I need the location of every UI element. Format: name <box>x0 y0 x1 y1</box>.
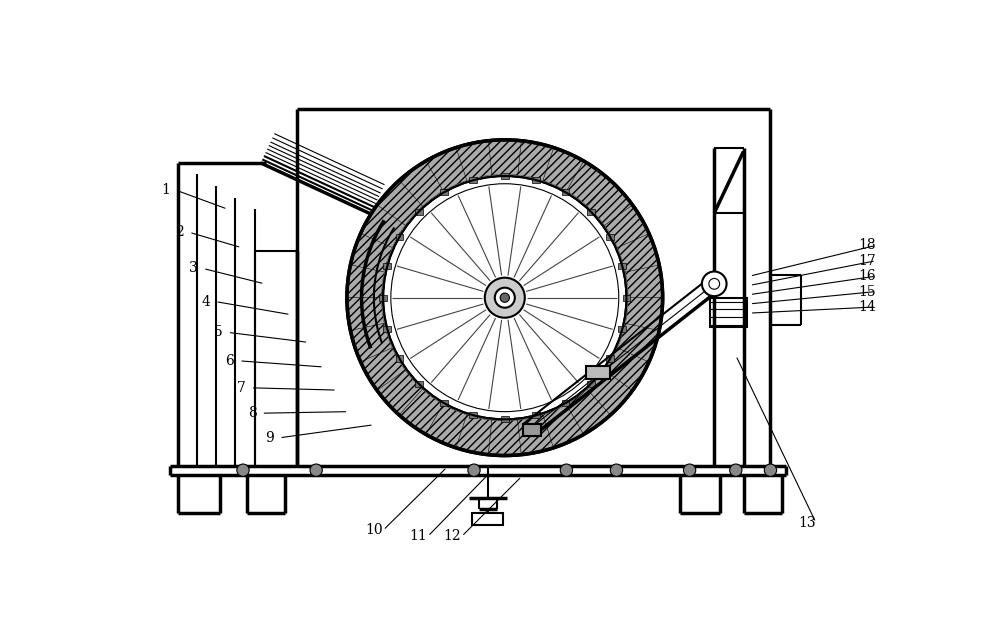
Wedge shape <box>488 420 521 454</box>
Bar <box>587 381 595 387</box>
Text: 6: 6 <box>226 354 234 368</box>
Bar <box>469 412 477 418</box>
Wedge shape <box>587 182 631 225</box>
Wedge shape <box>378 182 422 225</box>
Bar <box>383 326 391 332</box>
Wedge shape <box>617 234 658 272</box>
Wedge shape <box>617 323 658 361</box>
Text: 13: 13 <box>798 516 815 529</box>
Circle shape <box>764 464 777 476</box>
Circle shape <box>383 176 626 419</box>
Circle shape <box>709 278 720 289</box>
Circle shape <box>485 278 525 317</box>
Text: 18: 18 <box>858 238 876 252</box>
Circle shape <box>610 464 623 476</box>
Bar <box>562 400 569 406</box>
Wedge shape <box>400 389 443 433</box>
Bar <box>440 400 448 406</box>
Wedge shape <box>348 265 384 298</box>
Text: 16: 16 <box>858 269 876 283</box>
Wedge shape <box>488 141 521 175</box>
Circle shape <box>310 464 322 476</box>
Bar <box>523 424 541 436</box>
Bar <box>501 416 509 422</box>
Bar <box>618 326 626 332</box>
Wedge shape <box>378 370 422 414</box>
Wedge shape <box>352 323 392 361</box>
Text: 2: 2 <box>175 225 184 239</box>
Wedge shape <box>456 142 492 180</box>
Bar <box>501 173 509 179</box>
Bar <box>415 208 423 215</box>
Text: 5: 5 <box>214 326 223 339</box>
Bar <box>532 177 540 184</box>
Wedge shape <box>362 206 405 247</box>
Bar <box>383 263 391 269</box>
Circle shape <box>343 136 666 459</box>
Wedge shape <box>566 389 609 433</box>
Bar <box>379 294 387 301</box>
Circle shape <box>702 272 727 296</box>
Bar <box>618 263 626 269</box>
Text: 1: 1 <box>162 183 170 197</box>
Bar <box>606 234 614 240</box>
Bar <box>440 189 448 195</box>
Wedge shape <box>362 348 405 389</box>
Wedge shape <box>518 415 553 453</box>
Circle shape <box>468 464 480 476</box>
Wedge shape <box>625 265 661 298</box>
Text: 14: 14 <box>858 300 876 314</box>
Circle shape <box>347 140 663 456</box>
Wedge shape <box>543 404 583 446</box>
Text: 8: 8 <box>248 406 257 420</box>
Text: 3: 3 <box>189 262 198 275</box>
Wedge shape <box>587 370 631 414</box>
Text: 12: 12 <box>444 529 461 543</box>
Circle shape <box>730 464 742 476</box>
Wedge shape <box>566 162 609 206</box>
Text: 7: 7 <box>237 381 246 395</box>
Bar <box>587 208 595 215</box>
Wedge shape <box>348 298 384 330</box>
Wedge shape <box>604 206 648 247</box>
Bar <box>396 234 403 240</box>
Bar <box>586 366 610 379</box>
Text: 15: 15 <box>858 285 876 299</box>
Wedge shape <box>427 149 467 191</box>
Wedge shape <box>625 298 661 330</box>
Wedge shape <box>427 404 467 446</box>
Bar <box>415 381 423 387</box>
Bar <box>623 294 630 301</box>
Wedge shape <box>456 415 492 453</box>
Bar <box>472 513 503 525</box>
Text: 9: 9 <box>266 431 274 445</box>
Circle shape <box>500 293 509 303</box>
Text: 11: 11 <box>410 529 427 543</box>
Text: 10: 10 <box>365 523 383 538</box>
Wedge shape <box>352 234 392 272</box>
Text: 4: 4 <box>202 294 210 309</box>
Bar <box>532 412 540 418</box>
Bar <box>396 355 403 361</box>
Circle shape <box>495 288 515 308</box>
Circle shape <box>560 464 573 476</box>
Bar <box>606 355 614 361</box>
Wedge shape <box>400 162 443 206</box>
Bar <box>710 298 747 327</box>
Wedge shape <box>543 149 583 191</box>
Circle shape <box>237 464 249 476</box>
Bar <box>562 189 569 195</box>
Text: 17: 17 <box>858 254 876 268</box>
Bar <box>469 177 477 184</box>
Wedge shape <box>604 348 648 389</box>
Wedge shape <box>518 142 553 180</box>
Circle shape <box>683 464 696 476</box>
